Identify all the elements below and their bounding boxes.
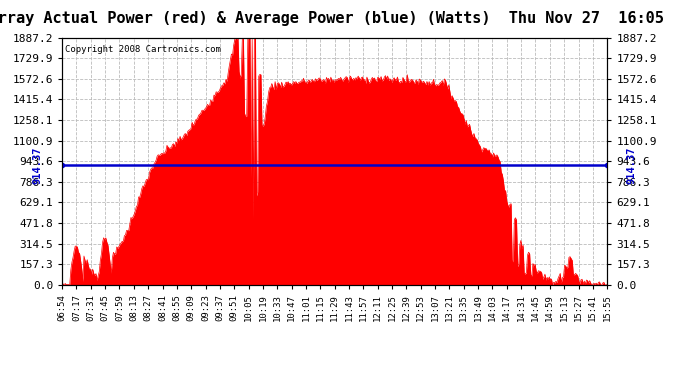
Text: West Array Actual Power (red) & Average Power (blue) (Watts)  Thu Nov 27  16:05: West Array Actual Power (red) & Average … [0, 11, 664, 26]
Text: 914.37: 914.37 [627, 146, 637, 184]
Text: Copyright 2008 Cartronics.com: Copyright 2008 Cartronics.com [65, 45, 221, 54]
Text: 914.37: 914.37 [32, 146, 43, 184]
